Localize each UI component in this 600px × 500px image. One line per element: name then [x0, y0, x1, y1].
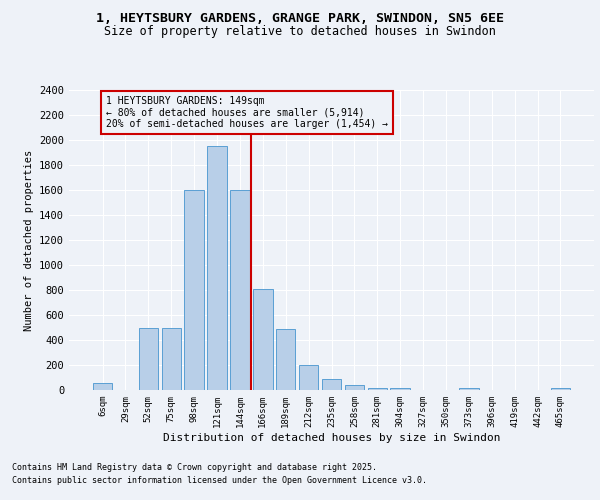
Text: Size of property relative to detached houses in Swindon: Size of property relative to detached ho…: [104, 25, 496, 38]
Bar: [93, 383, 112, 390]
Bar: [299, 365, 319, 390]
Bar: [391, 388, 410, 390]
Bar: [276, 329, 295, 390]
Bar: [230, 190, 250, 390]
Bar: [253, 289, 272, 390]
Text: Contains public sector information licensed under the Open Government Licence v3: Contains public sector information licen…: [12, 476, 427, 485]
Bar: [139, 328, 158, 390]
Bar: [208, 146, 227, 390]
Bar: [551, 388, 570, 390]
Bar: [459, 388, 479, 390]
Bar: [344, 385, 364, 390]
Y-axis label: Number of detached properties: Number of detached properties: [23, 150, 34, 330]
Text: 1, HEYTSBURY GARDENS, GRANGE PARK, SWINDON, SN5 6EE: 1, HEYTSBURY GARDENS, GRANGE PARK, SWIND…: [96, 12, 504, 26]
Bar: [368, 388, 387, 390]
Bar: [161, 328, 181, 390]
Text: 1 HEYTSBURY GARDENS: 149sqm
← 80% of detached houses are smaller (5,914)
20% of : 1 HEYTSBURY GARDENS: 149sqm ← 80% of det…: [106, 96, 388, 129]
Text: Contains HM Land Registry data © Crown copyright and database right 2025.: Contains HM Land Registry data © Crown c…: [12, 462, 377, 471]
Bar: [184, 190, 204, 390]
Bar: [322, 380, 341, 390]
X-axis label: Distribution of detached houses by size in Swindon: Distribution of detached houses by size …: [163, 432, 500, 442]
